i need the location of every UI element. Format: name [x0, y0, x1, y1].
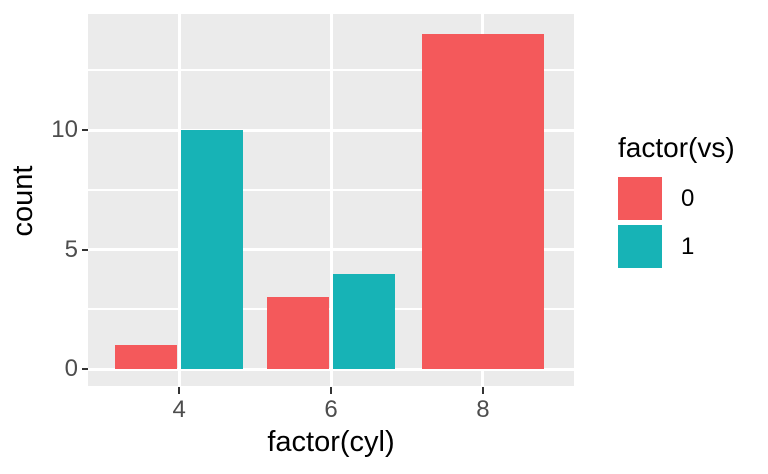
x-tick-mark-6	[330, 387, 332, 394]
plot-panel	[88, 14, 574, 386]
bar-cyl4-vs1	[181, 130, 244, 370]
legend-swatch-1	[618, 225, 662, 268]
x-axis-title: factor(cyl)	[267, 426, 395, 458]
bar-cyl4-vs0	[115, 345, 178, 370]
y-axis-title: count	[7, 165, 39, 237]
legend-item-1: 1	[618, 225, 763, 268]
legend-swatch-0	[618, 177, 662, 220]
x-tick-label-4: 4	[172, 396, 186, 423]
bar-cyl8-vs0	[421, 34, 544, 370]
x-tick-label-8: 8	[476, 396, 490, 423]
legend-label-1: 1	[681, 232, 695, 260]
x-tick-label-6: 6	[324, 396, 338, 423]
y-tick-label-0: 0	[64, 355, 78, 383]
legend-label-0: 0	[681, 184, 695, 212]
legend-title: factor(vs)	[618, 132, 735, 163]
y-tick-label-10: 10	[51, 116, 78, 144]
bar-cyl6-vs1	[333, 273, 395, 370]
y-tick-mark-5	[82, 248, 88, 251]
x-tick-mark-8	[481, 387, 484, 394]
x-tick-mark-4	[178, 387, 181, 394]
y-tick-mark-0	[82, 368, 88, 371]
y-tick-label-5: 5	[64, 235, 78, 263]
gridline-major-x4	[177, 14, 181, 386]
y-tick-mark-10	[82, 129, 88, 132]
gridline-major-x6	[329, 14, 333, 386]
bar-cyl6-vs0	[267, 297, 329, 370]
legend-item-0: 0	[618, 177, 763, 220]
